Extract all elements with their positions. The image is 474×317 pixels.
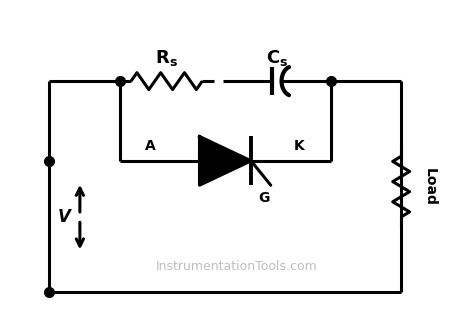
- Text: InstrumentationTools.com: InstrumentationTools.com: [156, 260, 318, 273]
- Text: Load: Load: [422, 168, 436, 206]
- Text: V: V: [58, 208, 71, 226]
- Text: A: A: [145, 139, 155, 153]
- Polygon shape: [200, 136, 251, 185]
- Text: K: K: [293, 139, 304, 153]
- Text: $\mathbf{R_s}$: $\mathbf{R_s}$: [155, 48, 178, 68]
- Text: G: G: [258, 191, 270, 205]
- Text: $\mathbf{C_s}$: $\mathbf{C_s}$: [266, 48, 288, 68]
